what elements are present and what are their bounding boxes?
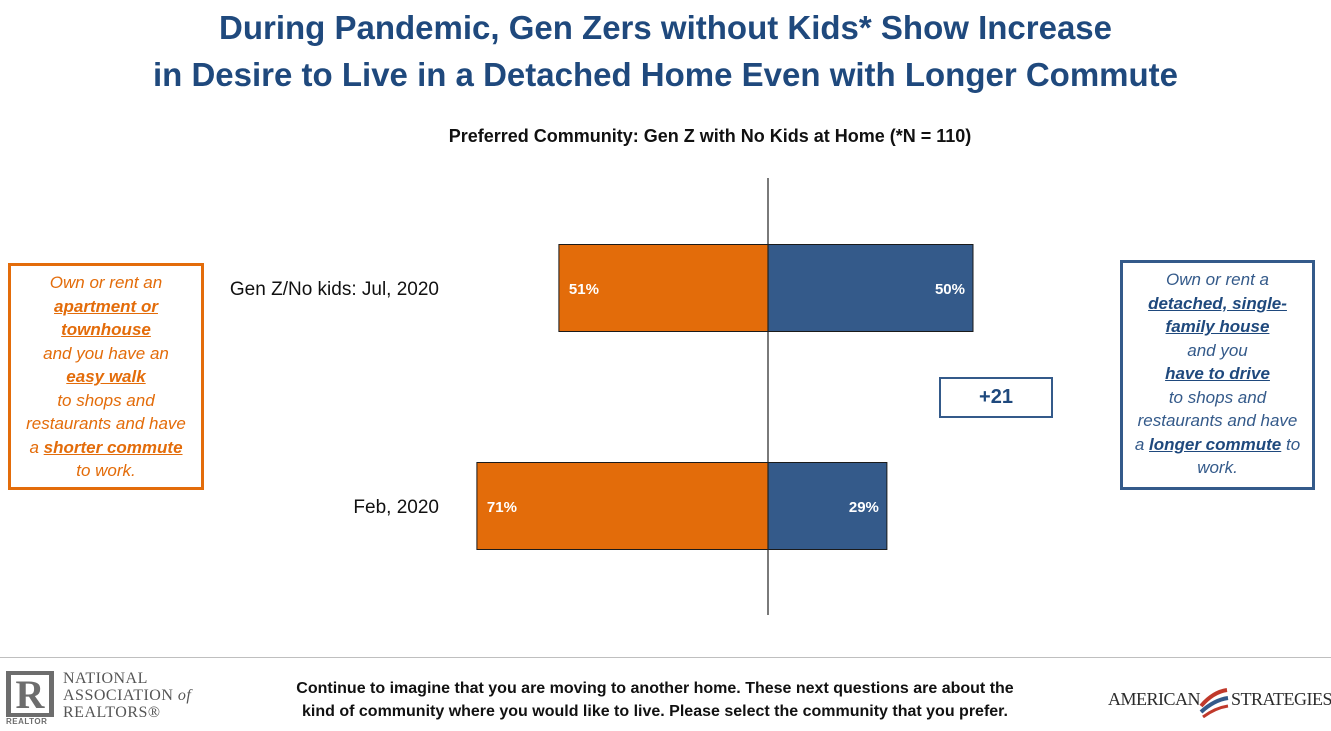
realtor-tag: REALTOR [6,717,48,726]
footnote-line2: kind of community where you would like t… [302,703,1008,720]
slide-title-line2: in Desire to Live in a Detached Home Eve… [152,56,1179,93]
box-text: and you have an [43,343,169,363]
box-text: to work. [76,461,136,480]
footer-divider [0,657,1331,658]
emphasis-text: longer commute [1149,434,1282,454]
box-text: a [1134,434,1150,454]
box-text: work. [1197,458,1238,477]
emphasis-text: family house [1165,317,1270,336]
emphasis-text: apartment or [54,296,158,316]
box-line: apartment or [17,295,195,319]
box-text: a [29,437,44,457]
data-label: 51% [569,281,599,298]
footnote-line1: Continue to imagine that you are moving … [296,680,1014,697]
slide-title-line1: During Pandemic, Gen Zers without Kids* … [218,9,1112,46]
box-line: work. [1129,456,1306,480]
box-text: to shops and [57,390,155,410]
american-strategies-logo: AMERICAN STRATEGIES [1105,684,1331,720]
slide-title: During Pandemic, Gen Zers without Kids* … [0,4,1331,98]
box-text: and you [1187,340,1248,360]
box-line: have to drive [1129,362,1306,386]
box-line: easy walk [17,365,195,389]
box-line: a longer commute to [1129,433,1306,457]
nar-logo: R REALTOR NATIONAL ASSOCIATION of REALTO… [6,668,246,728]
box-line: and you [1129,339,1306,363]
nar-line3: REALTORS® [63,704,161,721]
chart-title: Preferred Community: Gen Z with No Kids … [448,126,972,146]
as-word-strategies: STRATEGIES [1231,689,1331,709]
emphasis-text: townhouse [61,320,151,339]
category-label: Feb, 2020 [353,497,439,518]
nar-of: of [177,687,192,704]
box-line: detached, single- [1129,292,1306,316]
difference-badge: +21 [939,377,1053,418]
box-text: Own or rent an [49,273,163,292]
box-line: Own or rent an [17,271,195,295]
detached-house-description-box: Own or rent a detached, single-family hou… [1120,260,1315,490]
diverging-bar-chart: Gen Z/No kids: Jul, 2020 51% 50% Feb, 2020 7… [230,178,974,615]
box-line: townhouse [17,318,195,342]
nar-line1: NATIONAL [63,670,148,687]
realtor-r-letter: R [11,675,49,715]
bar-detached [767,244,974,332]
box-line: to shops and [17,389,195,413]
box-line: restaurants and have [1129,409,1306,433]
emphasis-text: have to drive [1165,364,1270,383]
question-footnote: Continue to imagine that you are moving … [250,677,1060,723]
nar-line2: ASSOCIATION of [63,687,192,704]
bar-apartment [558,244,769,332]
as-word-american: AMERICAN [1108,689,1201,709]
flag-swoosh-icon [1199,688,1229,718]
box-line: and you have an [17,342,195,366]
box-line: a shorter commute [17,436,195,460]
data-label: 71% [487,499,517,516]
box-text: Own or rent a [1166,270,1269,289]
data-label: 29% [849,499,879,516]
box-line: family house [1129,315,1306,339]
box-line: to shops and [1129,386,1306,410]
apartment-description-box: Own or rent an apartment or townhouse and y… [8,263,204,490]
data-label: 50% [935,281,965,298]
realtor-r-mark: R [6,671,54,717]
box-line: Own or rent a [1129,268,1306,292]
box-line: to work. [17,459,195,483]
box-line: restaurants and have [17,412,195,436]
emphasis-text: easy walk [66,367,146,386]
box-text: restaurants and have [26,414,186,433]
bar-apartment [476,462,769,550]
box-text: to shops and [1168,387,1267,407]
box-text: restaurants and have [1137,411,1298,430]
nar-wordmark: NATIONAL ASSOCIATION of REALTORS® [63,670,191,721]
box-text: to [1281,434,1301,454]
bar-detached [767,462,888,550]
emphasis-text: detached, single- [1148,293,1287,313]
emphasis-text: shorter commute [43,437,183,457]
category-label: Gen Z/No kids: Jul, 2020 [230,279,439,300]
